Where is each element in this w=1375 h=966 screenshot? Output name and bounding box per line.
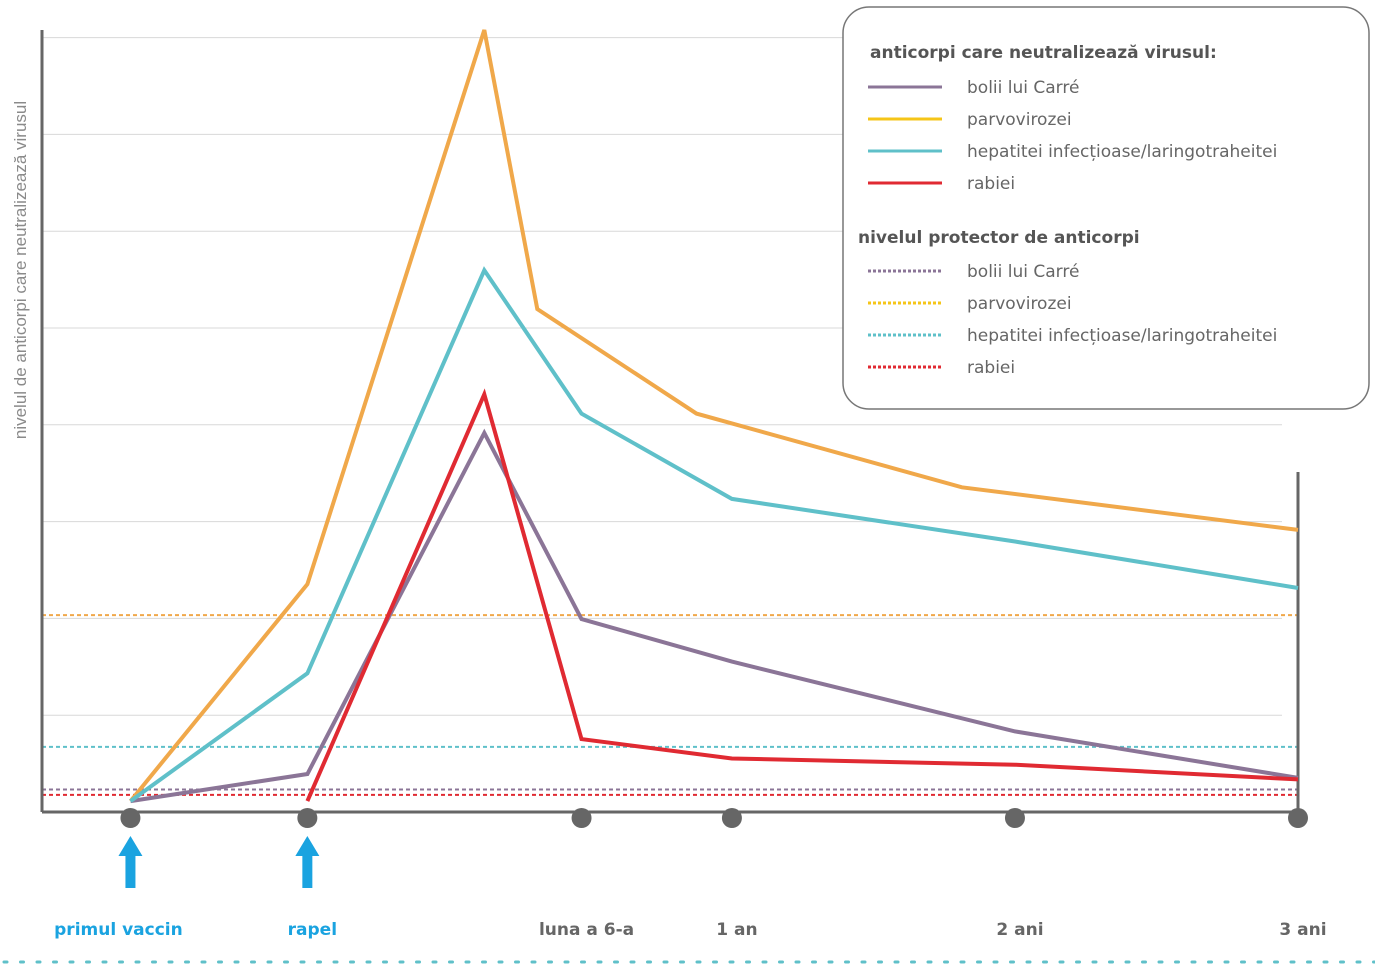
legend-title-neutralizing: anticorpi care neutralizează virusul: [870, 43, 1217, 63]
series-line [130, 428, 1299, 804]
vaccination-arrow-icon [295, 836, 320, 888]
tick-label: 2 ani [996, 920, 1043, 940]
legend-label: bolii lui Carré [967, 262, 1079, 282]
tick-dot [721, 808, 742, 828]
legend-label: parvovirozei [967, 294, 1072, 314]
legend-label: parvovirozei [967, 110, 1072, 130]
tick-label: luna a 6-a [539, 920, 634, 940]
legend-label: hepatitei infecțioase/laringotraheitei [967, 142, 1277, 162]
tick-dot [1288, 808, 1308, 828]
tick-label: primul vaccin [54, 920, 183, 940]
series-lines [128, 29, 1299, 804]
legend-label: rabiei [967, 358, 1015, 378]
series-line [128, 29, 1299, 803]
tick-dot [1004, 808, 1025, 828]
tick-label: rapel [288, 920, 337, 940]
series-line [305, 388, 1299, 802]
vaccination-arrow-icon [118, 836, 143, 888]
legend-label: bolii lui Carré [967, 78, 1079, 98]
tick-dot [571, 808, 592, 828]
tick-label: 1 an [716, 920, 757, 940]
protective-level-lines [42, 614, 1298, 796]
series-line [129, 266, 1299, 803]
tick-dot [120, 808, 141, 828]
legend-label: rabiei [967, 174, 1015, 194]
legend-title-protective: nivelul protector de anticorpi [858, 228, 1140, 248]
legend-box [842, 6, 1370, 410]
grid-lines [42, 37, 1282, 716]
tick-dot [297, 808, 318, 828]
tick-label: 3 ani [1279, 920, 1326, 940]
legend-label: hepatitei infecțioase/laringotraheitei [967, 326, 1277, 346]
x-axis-ticks: primul vaccin rapel luna a 6-a 1 an 2 ani 3 a… [54, 808, 1327, 940]
y-axis-label: nivelul de anticorpi care neutralizează … [11, 101, 30, 439]
legend: anticorpi care neutralizează virusul: bol… [842, 6, 1370, 410]
